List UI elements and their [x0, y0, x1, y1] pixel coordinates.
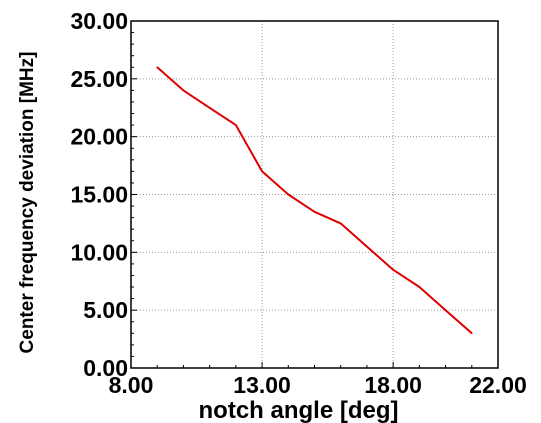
- y-tick-label: 15.00: [70, 182, 128, 208]
- data-point: [470, 332, 473, 335]
- data-point: [444, 309, 447, 311]
- y-tick-label: 20.00: [70, 124, 128, 150]
- y-tick-label: 25.00: [70, 66, 128, 92]
- data-point: [235, 124, 237, 126]
- x-tick-labels: 8.00 13.00 18.00 22.00: [109, 372, 527, 398]
- y-tick-label: 10.00: [70, 239, 128, 265]
- plot-frame: [130, 20, 499, 369]
- x-tick-label: 8.00: [109, 372, 154, 398]
- x-axis-title: notch angle [deg]: [199, 397, 399, 423]
- x-tick-label: 13.00: [233, 372, 291, 398]
- data-point: [182, 89, 185, 92]
- series-layer: [156, 66, 473, 335]
- data-point: [339, 222, 342, 225]
- data-point: [156, 66, 159, 69]
- y-axis-title: Center frequency deviation [MHz]: [17, 52, 38, 354]
- data-point: [418, 286, 421, 288]
- x-tick-label: 22.00: [469, 372, 527, 398]
- minor-ticks: [130, 20, 499, 369]
- y-tick-label: 0.00: [83, 355, 128, 381]
- data-point: [287, 193, 290, 196]
- y-tick-label: 30.00: [70, 8, 128, 34]
- x-tick-label: 18.00: [364, 372, 422, 398]
- grid: [131, 21, 498, 368]
- y-tick-label: 5.00: [83, 297, 128, 323]
- data-point: [392, 268, 394, 271]
- data-point: [366, 245, 368, 248]
- y-tick-labels: 0.00 5.00 10.00 15.00 20.00 25.00 30.00: [70, 8, 128, 381]
- data-point: [313, 211, 316, 213]
- data-point: [261, 170, 263, 173]
- data-point: [208, 106, 211, 109]
